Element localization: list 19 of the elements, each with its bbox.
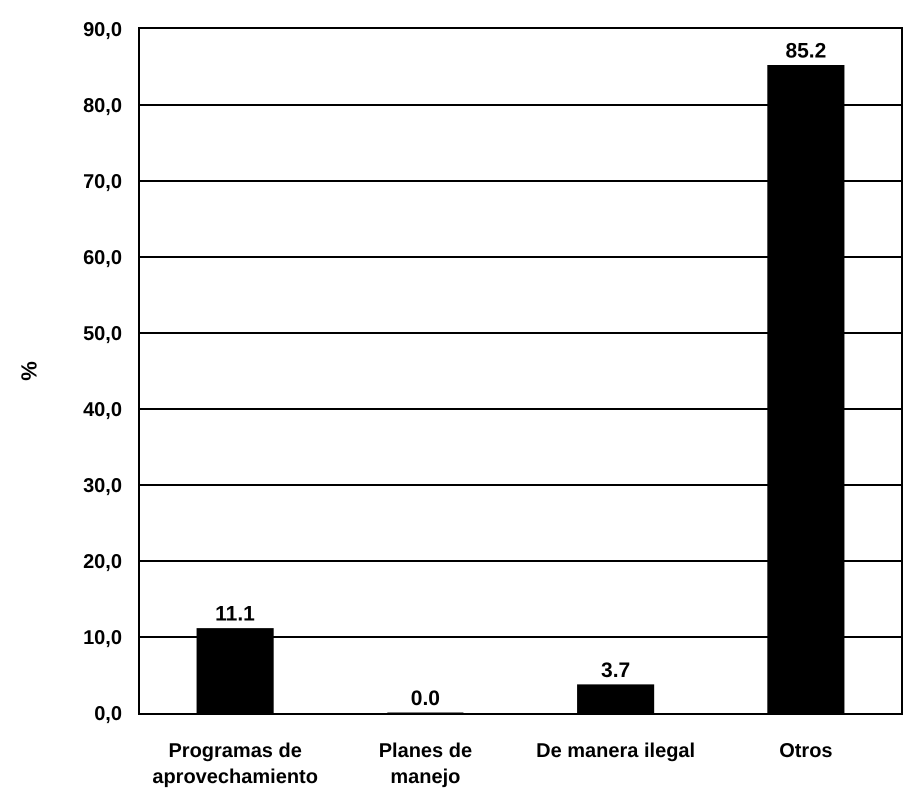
data-label: 11.1 <box>215 602 256 626</box>
y-tick-label: 30,0 <box>83 475 122 497</box>
x-tick-label: Programas de aprovechamiento <box>152 740 318 788</box>
y-axis-title: % <box>16 361 42 381</box>
data-label: 0.0 <box>410 687 440 710</box>
y-tick-label: 20,0 <box>83 551 122 573</box>
data-label: 85.2 <box>785 39 826 62</box>
x-tick-label: Planes de manejo <box>378 740 472 788</box>
x-tick-label: Otros <box>779 740 833 762</box>
y-tick-label: 60,0 <box>83 247 122 269</box>
x-tick-label: De manera ilegal <box>536 740 696 762</box>
y-tick-label: 40,0 <box>83 399 122 421</box>
y-tick-label: 0,0 <box>94 703 122 725</box>
data-label: 3.7 <box>601 658 630 682</box>
y-tick-label: 80,0 <box>83 95 122 117</box>
y-tick-label: 70,0 <box>83 171 122 193</box>
y-tick-label: 10,0 <box>83 627 122 649</box>
y-tick-label: 50,0 <box>83 323 122 345</box>
y-tick-label: 90,0 <box>83 19 122 41</box>
